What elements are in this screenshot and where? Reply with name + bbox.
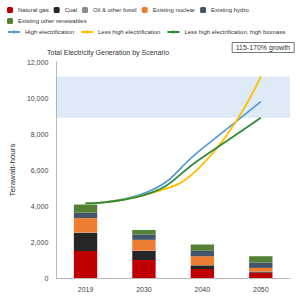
svg-text:Coal: Coal: [65, 7, 77, 13]
svg-text:Existing nuclear: Existing nuclear: [153, 7, 195, 13]
svg-text:2030: 2030: [136, 286, 152, 293]
svg-text:12,000: 12,000: [27, 59, 49, 66]
svg-text:10,000: 10,000: [27, 95, 49, 102]
svg-text:2,000: 2,000: [31, 239, 49, 246]
svg-text:Less high electrification, hig: Less high electrification, high biomass: [184, 29, 285, 35]
svg-text:Terawatt-hours: Terawatt-hours: [8, 144, 17, 197]
svg-text:8,000: 8,000: [31, 131, 49, 138]
svg-text:2040: 2040: [195, 286, 211, 293]
svg-text:Oil & other fossil: Oil & other fossil: [93, 7, 137, 13]
svg-text:4,000: 4,000: [31, 203, 49, 210]
svg-text:Less high electrification: Less high electrification: [98, 29, 160, 35]
svg-text:0: 0: [44, 275, 48, 282]
svg-text:Existing hydro: Existing hydro: [211, 7, 249, 13]
svg-text:2019: 2019: [78, 286, 94, 293]
svg-text:6,000: 6,000: [31, 167, 49, 174]
svg-text:Existing other renewables: Existing other renewables: [18, 18, 87, 24]
svg-text:Natural gas: Natural gas: [18, 7, 49, 13]
svg-text:High electrification: High electrification: [25, 29, 74, 35]
svg-text:115-170% growth: 115-170% growth: [236, 44, 290, 52]
svg-text:2050: 2050: [253, 286, 269, 293]
svg-text:Total Electricity Generation b: Total Electricity Generation by Scenario: [47, 49, 169, 57]
